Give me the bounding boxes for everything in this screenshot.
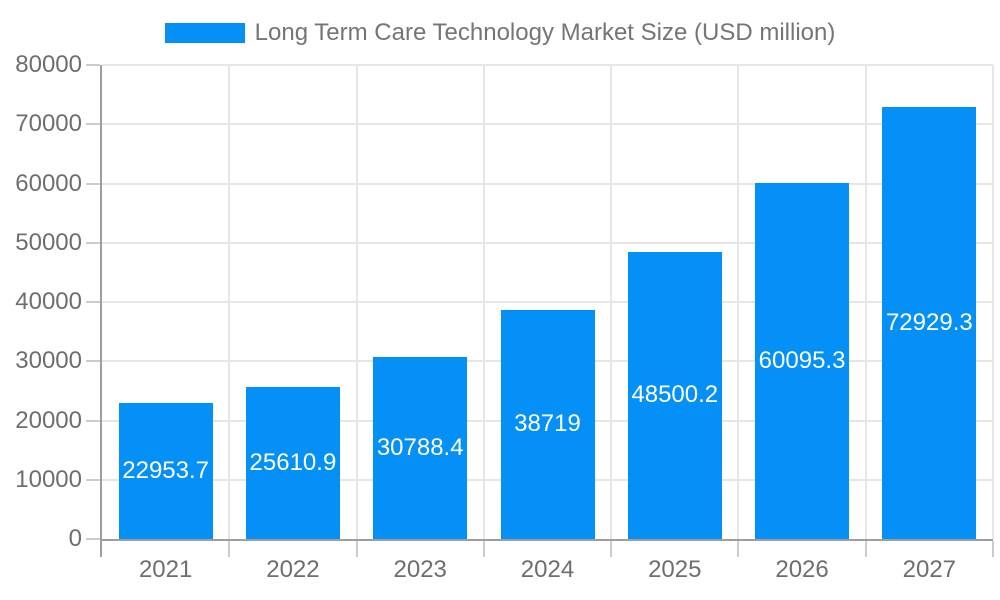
y-axis-line bbox=[100, 65, 102, 557]
x-tick-label-2021: 2021 bbox=[138, 556, 193, 583]
gridline-v bbox=[992, 65, 994, 539]
bar-value-label: 25610.9 bbox=[249, 449, 337, 477]
gridline-h bbox=[102, 64, 993, 66]
gridline-h bbox=[102, 182, 993, 185]
y-tick-mark bbox=[86, 64, 100, 66]
y-tick-label: 0 bbox=[68, 525, 82, 552]
bar-value-label: 22953.7 bbox=[122, 456, 210, 484]
bar-2027[interactable] bbox=[882, 106, 977, 539]
x-tick-mark bbox=[228, 541, 231, 557]
x-tick-label-2023: 2023 bbox=[393, 556, 447, 583]
gridline-h bbox=[102, 301, 993, 303]
x-tick-label-2026: 2026 bbox=[775, 556, 829, 583]
x-tick-mark bbox=[737, 541, 740, 557]
x-tick-mark bbox=[610, 541, 613, 557]
y-tick-mark bbox=[86, 538, 100, 540]
x-tick-mark bbox=[864, 541, 867, 557]
x-tick-label-2027: 2027 bbox=[902, 556, 957, 583]
gridline-h bbox=[102, 123, 993, 126]
y-tick-label: 80000 bbox=[15, 51, 82, 78]
x-tick-mark bbox=[482, 541, 485, 557]
y-tick-label: 50000 bbox=[15, 228, 82, 256]
gridline-v bbox=[228, 65, 231, 539]
gridline-v bbox=[864, 65, 867, 539]
legend-label: Long Term Care Technology Market Size (U… bbox=[254, 19, 836, 46]
y-tick-label: 30000 bbox=[15, 347, 82, 375]
bar-value-label: 30788.4 bbox=[376, 433, 464, 461]
gridline-v bbox=[355, 65, 358, 539]
gridline-v bbox=[610, 65, 613, 539]
y-tick-mark bbox=[86, 478, 100, 481]
x-tick-mark bbox=[992, 541, 994, 557]
y-tick-label: 40000 bbox=[15, 288, 82, 315]
y-tick-label: 70000 bbox=[15, 110, 82, 138]
gridline-v bbox=[737, 65, 740, 539]
bar-value-label: 72929.3 bbox=[885, 308, 973, 336]
bar-2023[interactable] bbox=[373, 356, 468, 539]
bar-value-label: 48500.2 bbox=[631, 381, 719, 409]
bar-value-label: 38719 bbox=[514, 410, 581, 438]
legend-swatch bbox=[164, 23, 245, 43]
y-tick-label: 10000 bbox=[15, 465, 82, 493]
x-tick-label-2024: 2024 bbox=[520, 556, 575, 583]
bar-2024[interactable] bbox=[500, 309, 595, 539]
y-tick-mark bbox=[86, 419, 100, 422]
y-tick-mark bbox=[86, 123, 100, 126]
legend[interactable]: Long Term Care Technology Market Size (U… bbox=[0, 14, 1000, 52]
bar-2025[interactable] bbox=[627, 251, 722, 539]
y-tick-label: 60000 bbox=[15, 169, 82, 197]
gridline-v bbox=[482, 65, 485, 539]
y-tick-mark bbox=[86, 182, 100, 185]
y-tick-label: 20000 bbox=[15, 406, 82, 434]
x-tick-mark bbox=[355, 541, 358, 557]
bar-2021[interactable] bbox=[118, 402, 213, 539]
bar-2026[interactable] bbox=[755, 182, 850, 539]
gridline-h bbox=[102, 241, 993, 244]
y-tick-mark bbox=[86, 360, 100, 363]
x-axis-line bbox=[100, 539, 993, 541]
bar-value-label: 60095.3 bbox=[758, 346, 846, 374]
x-tick-label-2025: 2025 bbox=[648, 556, 702, 583]
bar-2022[interactable] bbox=[245, 387, 340, 539]
x-tick-label-2022: 2022 bbox=[266, 556, 320, 583]
y-tick-mark bbox=[86, 241, 100, 244]
y-tick-mark bbox=[86, 301, 100, 303]
